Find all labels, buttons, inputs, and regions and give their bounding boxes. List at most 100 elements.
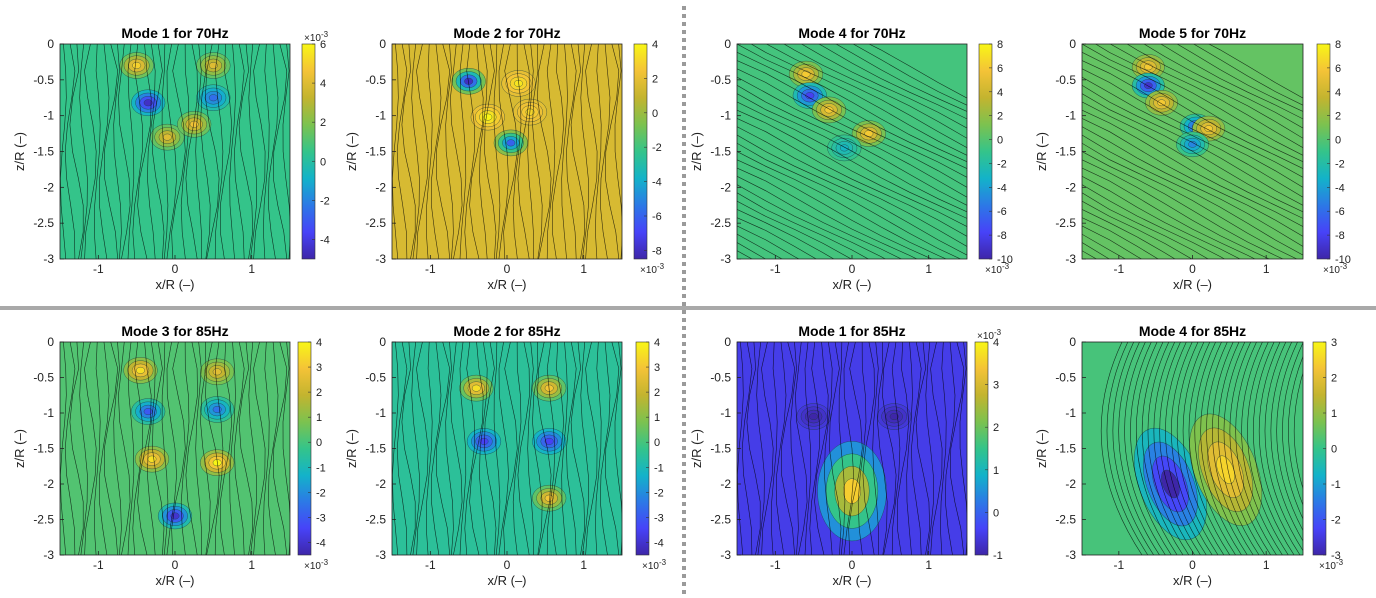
panel-6: Mode 2 for 85Hz 0 -0.5 -1 -1.5 -2 -2.5 -3 -1 0 1 x/… [344,323,667,588]
streamline [824,342,833,555]
streamline [1188,342,1231,555]
colorbar-tick-label: 2 [316,387,322,399]
streamline [127,44,135,259]
colorbar-tick-label: -4 [997,182,1007,194]
streamline [166,342,177,555]
streamline [1212,342,1254,555]
colorbar-exponent: ×10-3 [304,558,329,572]
streamline [737,118,967,237]
colorbar-tick-label: -8 [1335,230,1345,242]
panel-title: Mode 2 for 70Hz [453,25,560,41]
streamline [737,76,967,198]
colorbar-tick-label: 8 [997,39,1003,51]
y-tick-label: -0.5 [1055,73,1076,87]
y-tick-label: -2 [720,477,731,491]
colorbar-tick-label: -8 [997,230,1007,242]
y-tick-label: 0 [724,37,731,51]
mode-structure [123,357,158,384]
y-tick-label: -3 [375,252,386,266]
y-tick-label: -1 [720,109,731,123]
streamline [64,44,76,259]
streamline [1235,342,1277,555]
streamline [431,342,442,555]
panel-7: Mode 1 for 85Hz 0 -0.5 -1 -1.5 -2 -2.5 -3 -1 0 1 x/… [689,323,1003,588]
colorbar-tick-label: -1 [993,550,1003,562]
streamline [552,342,565,555]
x-axis-label: x/R (–) [156,573,195,588]
x-tick-label: -1 [93,262,104,276]
colorbar: 4 3 2 1 0 -1 -2 -3 -4 ×10-3 [635,337,667,572]
y-tick-label: -0.5 [710,73,731,87]
streamline [1147,342,1190,555]
streamline [1082,93,1303,213]
streamline [1082,44,1303,162]
streamline [1253,342,1295,555]
colorbar-tick-label: -4 [652,177,662,189]
plot-area [392,44,622,259]
panel-title: Mode 5 for 70Hz [1139,25,1246,41]
streamline [238,342,254,555]
mode-structure [1145,89,1179,116]
streamline [561,342,568,555]
colorbar-tick-label: 4 [320,78,326,90]
streamline [469,342,484,555]
streamline [1082,109,1303,227]
streamline [737,167,918,259]
y-tick-label: 0 [47,37,54,51]
colorbar-tick-label: -2 [320,195,330,207]
y-tick-label: -2 [1065,180,1076,194]
streamline [195,342,202,555]
colorbar-tick-label: 8 [1335,39,1341,51]
y-tick-label: -2 [375,477,386,491]
colorbar-tick-label: -4 [316,537,326,549]
mode-structure [177,110,212,138]
streamline [737,184,886,259]
streamline [1082,142,1298,259]
streamline [411,44,420,259]
streamline [425,342,433,555]
streamline [517,44,530,259]
colorbar-tick-label: -2 [997,158,1007,170]
streamline [411,342,420,555]
streamline [737,109,967,227]
streamline [450,342,463,555]
streamline [1217,342,1260,555]
streamline [737,200,852,259]
streamline [537,44,552,259]
colorbar-tick-label: -2 [652,142,662,154]
streamline [614,342,622,555]
colorbar-gradient [1316,43,1331,260]
streamline [770,342,778,555]
streamline [527,342,534,555]
colorbar-tick-label: -2 [316,487,326,499]
y-tick-label: -0.5 [33,73,54,87]
streamline [512,44,522,259]
streamline [1276,342,1303,532]
colorbar-tick-label: 0 [1331,444,1337,456]
x-axis-label: x/R (–) [833,573,872,588]
streamline [737,142,962,259]
streamline [585,44,598,259]
colorbar-tick-label: -4 [654,537,664,549]
colorbar-tick-label: 2 [654,387,660,399]
streamline [1223,342,1266,555]
streamline [1247,342,1289,555]
colorbar-tick-label: 2 [997,111,1003,123]
colorbar-exponent: ×10-3 [985,262,1010,276]
streamline [272,342,288,555]
colorbar-tick-label: -2 [1331,515,1341,527]
y-tick-label: 0 [379,335,386,349]
y-axis-label: z/R (–) [344,132,359,171]
streamline [818,44,967,120]
streamline [113,342,122,555]
streamline [1082,60,1303,178]
streamline [1112,342,1154,555]
streamline [127,342,135,555]
y-tick-label: -3 [375,548,386,562]
colorbar-tick-label: 6 [320,39,326,51]
colorbar-tick-label: -6 [1335,206,1345,218]
streamline [585,342,598,555]
y-axis-label: z/R (–) [1034,132,1049,171]
